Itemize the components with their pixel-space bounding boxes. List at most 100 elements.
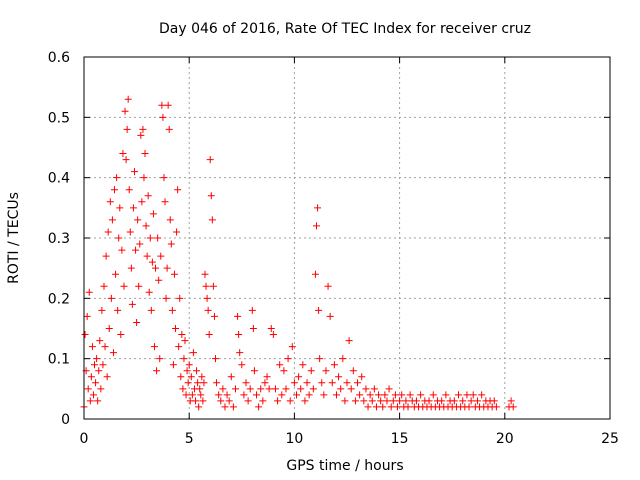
data-point: [109, 349, 117, 357]
data-point: [85, 288, 93, 296]
x-tick-label: 15: [391, 431, 409, 447]
data-point: [173, 228, 181, 236]
y-tick-label: 0.6: [48, 50, 70, 66]
x-tick-label: 25: [601, 431, 619, 447]
data-point: [219, 385, 227, 393]
data-point: [335, 373, 343, 381]
data-point: [249, 325, 257, 332]
data-point: [99, 361, 107, 369]
data-point: [181, 337, 189, 345]
data-point: [398, 391, 406, 399]
data-point: [459, 397, 467, 405]
data-point: [98, 306, 106, 314]
y-axis-label: ROTI / TECUs: [6, 192, 22, 284]
data-point: [305, 391, 313, 399]
data-point: [155, 276, 163, 284]
data-point: [148, 258, 156, 266]
data-point: [238, 361, 246, 369]
data-point: [95, 367, 103, 375]
data-point: [123, 125, 131, 133]
data-point: [328, 379, 336, 387]
data-point: [157, 252, 165, 260]
data-point: [178, 331, 186, 339]
data-point: [129, 204, 137, 212]
data-point: [164, 101, 172, 109]
y-tick-label: 0.2: [48, 291, 70, 307]
data-point: [332, 391, 340, 399]
data-point: [387, 403, 395, 411]
data-point: [199, 397, 207, 405]
data-point: [265, 385, 273, 393]
data-point: [255, 403, 263, 411]
data-point: [375, 391, 383, 399]
data-point: [116, 204, 124, 212]
data-point: [364, 403, 372, 411]
x-tick-label: 20: [496, 431, 514, 447]
y-tick-label: 0.3: [48, 231, 70, 247]
data-point: [404, 403, 412, 411]
data-point: [210, 312, 218, 320]
data-point: [236, 349, 244, 357]
data-point: [284, 355, 292, 363]
data-point: [492, 403, 500, 411]
data-point: [152, 264, 160, 272]
data-point: [94, 397, 102, 405]
data-point: [354, 379, 362, 387]
y-tick-label: 0.5: [48, 110, 70, 126]
data-point: [303, 379, 311, 387]
data-point: [362, 385, 370, 393]
data-point: [318, 379, 326, 387]
data-point: [189, 349, 197, 357]
data-point: [257, 385, 265, 393]
data-point: [383, 397, 391, 405]
data-point: [234, 312, 242, 320]
data-point: [138, 198, 146, 206]
data-point: [142, 222, 150, 230]
data-point: [103, 373, 111, 381]
data-point: [293, 391, 301, 399]
y-tick-label: 0.4: [48, 171, 70, 187]
data-point: [165, 125, 173, 133]
data-point: [150, 343, 158, 351]
data-point: [114, 306, 122, 314]
data-point: [206, 156, 214, 164]
data-point: [322, 367, 330, 375]
scatter-points: [80, 95, 517, 411]
data-point: [309, 385, 317, 393]
data-point: [391, 391, 399, 399]
data-point: [467, 397, 475, 405]
data-point: [105, 325, 113, 332]
data-point: [212, 355, 219, 363]
data-point: [393, 403, 401, 411]
data-point: [267, 325, 275, 332]
data-point: [349, 367, 357, 375]
data-point: [250, 367, 258, 375]
data-point: [147, 306, 155, 314]
grid-lines: [84, 57, 610, 419]
data-point: [381, 391, 389, 399]
data-point: [473, 397, 481, 405]
data-point: [184, 379, 192, 387]
data-point: [288, 343, 296, 351]
data-point: [196, 385, 204, 393]
data-point: [180, 355, 188, 363]
data-point: [202, 282, 210, 290]
data-point: [215, 391, 223, 399]
data-point: [107, 294, 115, 302]
data-point: [425, 397, 433, 405]
data-point: [402, 397, 410, 405]
data-point: [159, 113, 167, 121]
data-point: [187, 373, 195, 381]
data-point: [213, 379, 221, 387]
data-point: [271, 385, 279, 393]
data-point: [106, 198, 114, 206]
data-point: [140, 174, 148, 182]
data-point: [204, 306, 212, 314]
data-point: [84, 385, 92, 393]
data-point: [259, 397, 267, 405]
data-point: [231, 385, 239, 393]
data-point: [104, 228, 112, 236]
data-point: [227, 373, 235, 381]
data-point: [136, 240, 144, 248]
